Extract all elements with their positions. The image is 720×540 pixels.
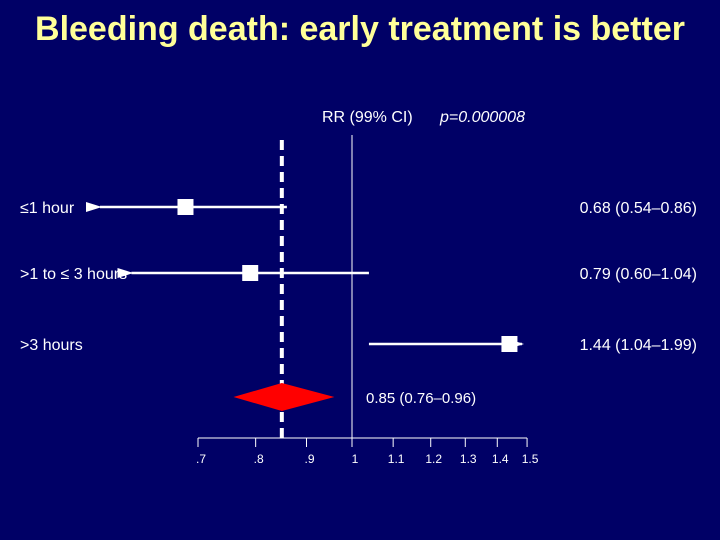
row-label: ≤1 hour <box>20 200 75 217</box>
row-estimate-text: 1.44 (1.04–1.99) <box>580 337 697 354</box>
x-tick-label: .8 <box>254 452 264 466</box>
row-estimate-text: 0.79 (0.60–1.04) <box>580 266 697 283</box>
x-tick-label: 1.4 <box>492 452 509 466</box>
x-tick-label: 1 <box>352 452 359 466</box>
x-tick-label: 1.3 <box>460 452 477 466</box>
column-header: RR (99% CI) <box>322 109 413 126</box>
x-tick-label: 1.5 <box>522 452 539 466</box>
slide-title: Bleeding death: early treatment is bette… <box>35 10 685 48</box>
summary-diamond <box>233 383 335 411</box>
p-value: p=0.000008 <box>439 109 525 126</box>
x-tick-label: 1.2 <box>425 452 442 466</box>
x-tick-label: 1.1 <box>388 452 405 466</box>
x-tick-label: .9 <box>305 452 315 466</box>
point-estimate-square <box>242 265 259 281</box>
summary-estimate-text: 0.85 (0.76–0.96) <box>366 390 476 407</box>
point-estimate-square <box>501 336 518 352</box>
row-label: >1 to ≤ 3 hours <box>20 266 127 283</box>
row-label: >3 hours <box>20 337 83 354</box>
point-estimate-square <box>177 199 194 215</box>
x-tick-label: .7 <box>196 452 206 466</box>
row-estimate-text: 0.68 (0.54–0.86) <box>580 200 697 217</box>
